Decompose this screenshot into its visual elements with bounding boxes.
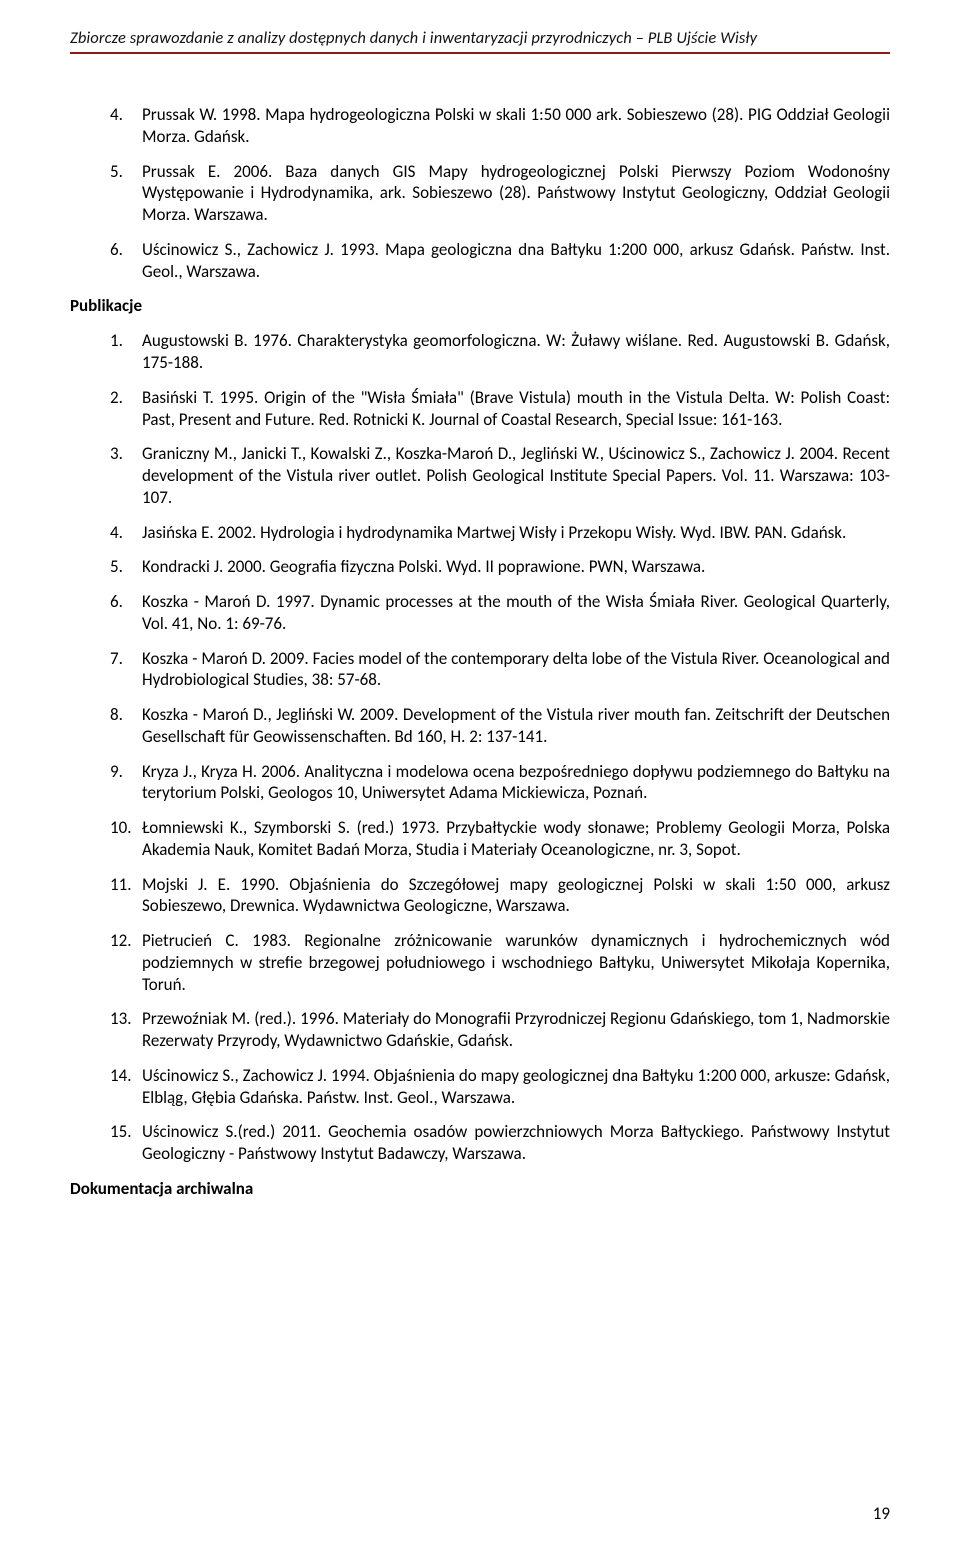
item-number: 4. bbox=[110, 522, 142, 544]
item-number: 5. bbox=[110, 556, 142, 578]
item-text: Koszka - Maroń D. 2009. Facies model of … bbox=[142, 648, 890, 692]
item-text: Kondracki J. 2000. Geografia fizyczna Po… bbox=[142, 556, 890, 578]
page-header: Zbiorcze sprawozdanie z analizy dostępny… bbox=[70, 28, 890, 48]
item-text: Koszka - Maroń D. 1997. Dynamic processe… bbox=[142, 591, 890, 635]
item-number: 3. bbox=[110, 443, 142, 508]
item-number: 8. bbox=[110, 704, 142, 748]
list-item: 15. Uścinowicz S.(red.) 2011. Geochemia … bbox=[110, 1121, 890, 1165]
item-text: Przewoźniak M. (red.). 1996. Materiały d… bbox=[142, 1008, 890, 1052]
list-item: 5. Kondracki J. 2000. Geografia fizyczna… bbox=[110, 556, 890, 578]
list-item: 1. Augustowski B. 1976. Charakterystyka … bbox=[110, 330, 890, 374]
item-number: 6. bbox=[110, 591, 142, 635]
document-page: Zbiorcze sprawozdanie z analizy dostępny… bbox=[0, 0, 960, 1552]
item-number: 1. bbox=[110, 330, 142, 374]
section-publications: Publikacje bbox=[70, 295, 890, 316]
item-text: Augustowski B. 1976. Charakterystyka geo… bbox=[142, 330, 890, 374]
list-item: 6. Koszka - Maroń D. 1997. Dynamic proce… bbox=[110, 591, 890, 635]
item-number: 12. bbox=[110, 930, 142, 995]
list-item: 2. Basiński T. 1995. Origin of the "Wisł… bbox=[110, 387, 890, 431]
item-number: 11. bbox=[110, 874, 142, 918]
list-item: 13. Przewoźniak M. (red.). 1996. Materia… bbox=[110, 1008, 890, 1052]
item-text: Graniczny M., Janicki T., Kowalski Z., K… bbox=[142, 443, 890, 508]
list-item: 14. Uścinowicz S., Zachowicz J. 1994. Ob… bbox=[110, 1065, 890, 1109]
item-number: 6. bbox=[110, 239, 142, 283]
list-item: 7. Koszka - Maroń D. 2009. Facies model … bbox=[110, 648, 890, 692]
item-text: Mojski J. E. 1990. Objaśnienia do Szczeg… bbox=[142, 874, 890, 918]
item-number: 13. bbox=[110, 1008, 142, 1052]
page-number: 19 bbox=[873, 1503, 890, 1524]
section-archival: Dokumentacja archiwalna bbox=[70, 1178, 890, 1199]
list-item: 10. Łomniewski K., Szymborski S. (red.) … bbox=[110, 817, 890, 861]
list-item: 6. Uścinowicz S., Zachowicz J. 1993. Map… bbox=[110, 239, 890, 283]
item-text: Koszka - Maroń D., Jegliński W. 2009. De… bbox=[142, 704, 890, 748]
item-number: 7. bbox=[110, 648, 142, 692]
item-number: 15. bbox=[110, 1121, 142, 1165]
item-number: 9. bbox=[110, 761, 142, 805]
item-text: Pietrucień C. 1983. Regionalne zróżnicow… bbox=[142, 930, 890, 995]
item-number: 5. bbox=[110, 161, 142, 226]
list-item: 11. Mojski J. E. 1990. Objaśnienia do Sz… bbox=[110, 874, 890, 918]
publications-list: 1. Augustowski B. 1976. Charakterystyka … bbox=[70, 330, 890, 1165]
header-rule bbox=[70, 52, 890, 54]
list-item: 5. Prussak E. 2006. Baza danych GIS Mapy… bbox=[110, 161, 890, 226]
item-number: 2. bbox=[110, 387, 142, 431]
source-list-continued: 4. Prussak W. 1998. Mapa hydrogeologiczn… bbox=[70, 104, 890, 282]
list-item: 3. Graniczny M., Janicki T., Kowalski Z.… bbox=[110, 443, 890, 508]
item-text: Kryza J., Kryza H. 2006. Analityczna i m… bbox=[142, 761, 890, 805]
list-item: 4. Jasińska E. 2002. Hydrologia i hydrod… bbox=[110, 522, 890, 544]
item-text: Uścinowicz S., Zachowicz J. 1993. Mapa g… bbox=[142, 239, 890, 283]
item-number: 14. bbox=[110, 1065, 142, 1109]
item-text: Prussak E. 2006. Baza danych GIS Mapy hy… bbox=[142, 161, 890, 226]
item-number: 10. bbox=[110, 817, 142, 861]
item-text: Łomniewski K., Szymborski S. (red.) 1973… bbox=[142, 817, 890, 861]
list-item: 8. Koszka - Maroń D., Jegliński W. 2009.… bbox=[110, 704, 890, 748]
item-text: Jasińska E. 2002. Hydrologia i hydrodyna… bbox=[142, 522, 890, 544]
list-item: 12. Pietrucień C. 1983. Regionalne zróżn… bbox=[110, 930, 890, 995]
item-number: 4. bbox=[110, 104, 142, 148]
item-text: Uścinowicz S., Zachowicz J. 1994. Objaśn… bbox=[142, 1065, 890, 1109]
item-text: Prussak W. 1998. Mapa hydrogeologiczna P… bbox=[142, 104, 890, 148]
item-text: Basiński T. 1995. Origin of the "Wisła Ś… bbox=[142, 387, 890, 431]
list-item: 9. Kryza J., Kryza H. 2006. Analityczna … bbox=[110, 761, 890, 805]
item-text: Uścinowicz S.(red.) 2011. Geochemia osad… bbox=[142, 1121, 890, 1165]
list-item: 4. Prussak W. 1998. Mapa hydrogeologiczn… bbox=[110, 104, 890, 148]
